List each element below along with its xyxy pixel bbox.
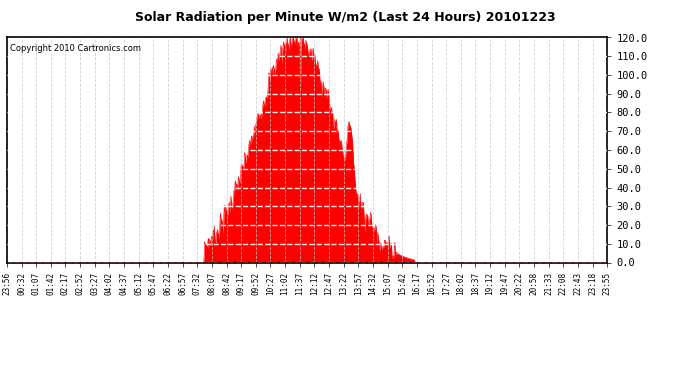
Text: Solar Radiation per Minute W/m2 (Last 24 Hours) 20101223: Solar Radiation per Minute W/m2 (Last 24…	[135, 11, 555, 24]
Text: Copyright 2010 Cartronics.com: Copyright 2010 Cartronics.com	[10, 44, 141, 53]
